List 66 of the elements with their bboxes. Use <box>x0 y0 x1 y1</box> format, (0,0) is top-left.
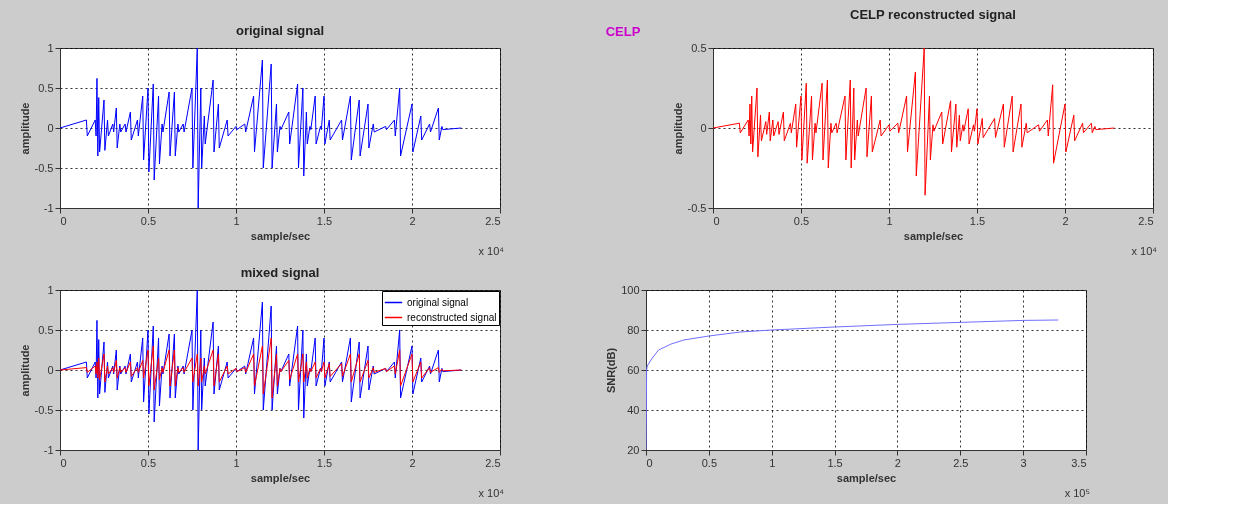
text: CELP <box>605 24 641 39</box>
y-axis-title: amplitude <box>18 344 31 397</box>
y-tick-label: 40 <box>627 403 640 416</box>
y-tick-label: -0.5 <box>34 403 54 416</box>
x-axis-title: sample/sec <box>836 471 897 484</box>
x-tick-label: 2 <box>1062 214 1069 227</box>
y-tick-label: -0.5 <box>687 201 707 214</box>
y-tick-label: 100 <box>621 283 640 296</box>
y-axis-title: SNR(dB) <box>605 347 618 394</box>
x-tick-label: 2.5 <box>485 214 501 227</box>
y-axis-title: amplitude <box>671 102 684 155</box>
x-tick-label: 3.5 <box>1071 456 1087 469</box>
x-axis-title: sample/sec <box>903 229 964 242</box>
chart-title: mixed signal <box>240 265 320 280</box>
y-tick-label: 80 <box>627 323 640 336</box>
y-tick-label: 1 <box>47 41 54 54</box>
chart-title: CELP reconstructed signal <box>850 7 1016 22</box>
x-tick-label: 2 <box>894 456 901 469</box>
x-tick-label: 0.5 <box>140 214 157 227</box>
y-tick-label: 1 <box>47 283 54 296</box>
x-tick-label: 0.5 <box>701 456 718 469</box>
text: x 10⁴ <box>478 487 505 499</box>
y-tick-label: 0.5 <box>38 81 54 94</box>
x-tick-label: 0 <box>60 456 67 469</box>
legend-label: reconstructed signal <box>407 311 497 323</box>
line-series <box>713 48 1115 196</box>
y-tick-label: 0 <box>700 121 707 134</box>
x-tick-label: 0 <box>646 456 653 469</box>
x-tick-label: 3 <box>1020 456 1027 469</box>
x-tick-label: 1.5 <box>316 456 333 469</box>
x-tick-label: 1 <box>233 214 240 227</box>
y-tick-label: 0.5 <box>691 41 707 54</box>
line-series <box>60 337 462 399</box>
x-tick-label: 0.5 <box>793 214 810 227</box>
x-tick-label: 2.5 <box>1138 214 1154 227</box>
x-tick-label: 1.5 <box>316 214 333 227</box>
legend-label: original signal <box>407 296 469 308</box>
text: x 10⁵ <box>1064 487 1090 499</box>
x-tick-label: 1 <box>233 456 240 469</box>
y-tick-label: -0.5 <box>34 161 54 174</box>
x-tick-label: 2.5 <box>953 456 969 469</box>
y-tick-label: 0 <box>47 121 54 134</box>
x-tick-label: 1 <box>886 214 893 227</box>
x-tick-label: 1.5 <box>827 456 843 469</box>
y-tick-label: 0.5 <box>38 323 54 336</box>
x-tick-label: 0 <box>60 214 67 227</box>
x-axis-title: sample/sec <box>250 229 311 242</box>
y-tick-label: -1 <box>43 443 54 456</box>
x-tick-label: 1.5 <box>969 214 986 227</box>
x-tick-label: 2 <box>409 456 416 469</box>
text: x 10⁴ <box>478 245 505 257</box>
y-tick-label: -1 <box>43 201 54 214</box>
chart-title: original signal <box>235 23 325 38</box>
y-tick-label: 20 <box>627 443 640 456</box>
x-tick-label: 2.5 <box>485 456 501 469</box>
line-series <box>60 48 462 208</box>
x-tick-label: 0 <box>713 214 720 227</box>
x-tick-label: 2 <box>409 214 416 227</box>
text: x 10⁴ <box>1131 245 1158 257</box>
y-tick-label: 60 <box>627 363 640 376</box>
x-axis-title: sample/sec <box>250 471 311 484</box>
x-tick-label: 0.5 <box>140 456 157 469</box>
line-series <box>646 319 1059 450</box>
x-tick-label: 1 <box>769 456 776 469</box>
y-tick-label: 0 <box>47 363 54 376</box>
y-axis-title: amplitude <box>18 102 31 155</box>
